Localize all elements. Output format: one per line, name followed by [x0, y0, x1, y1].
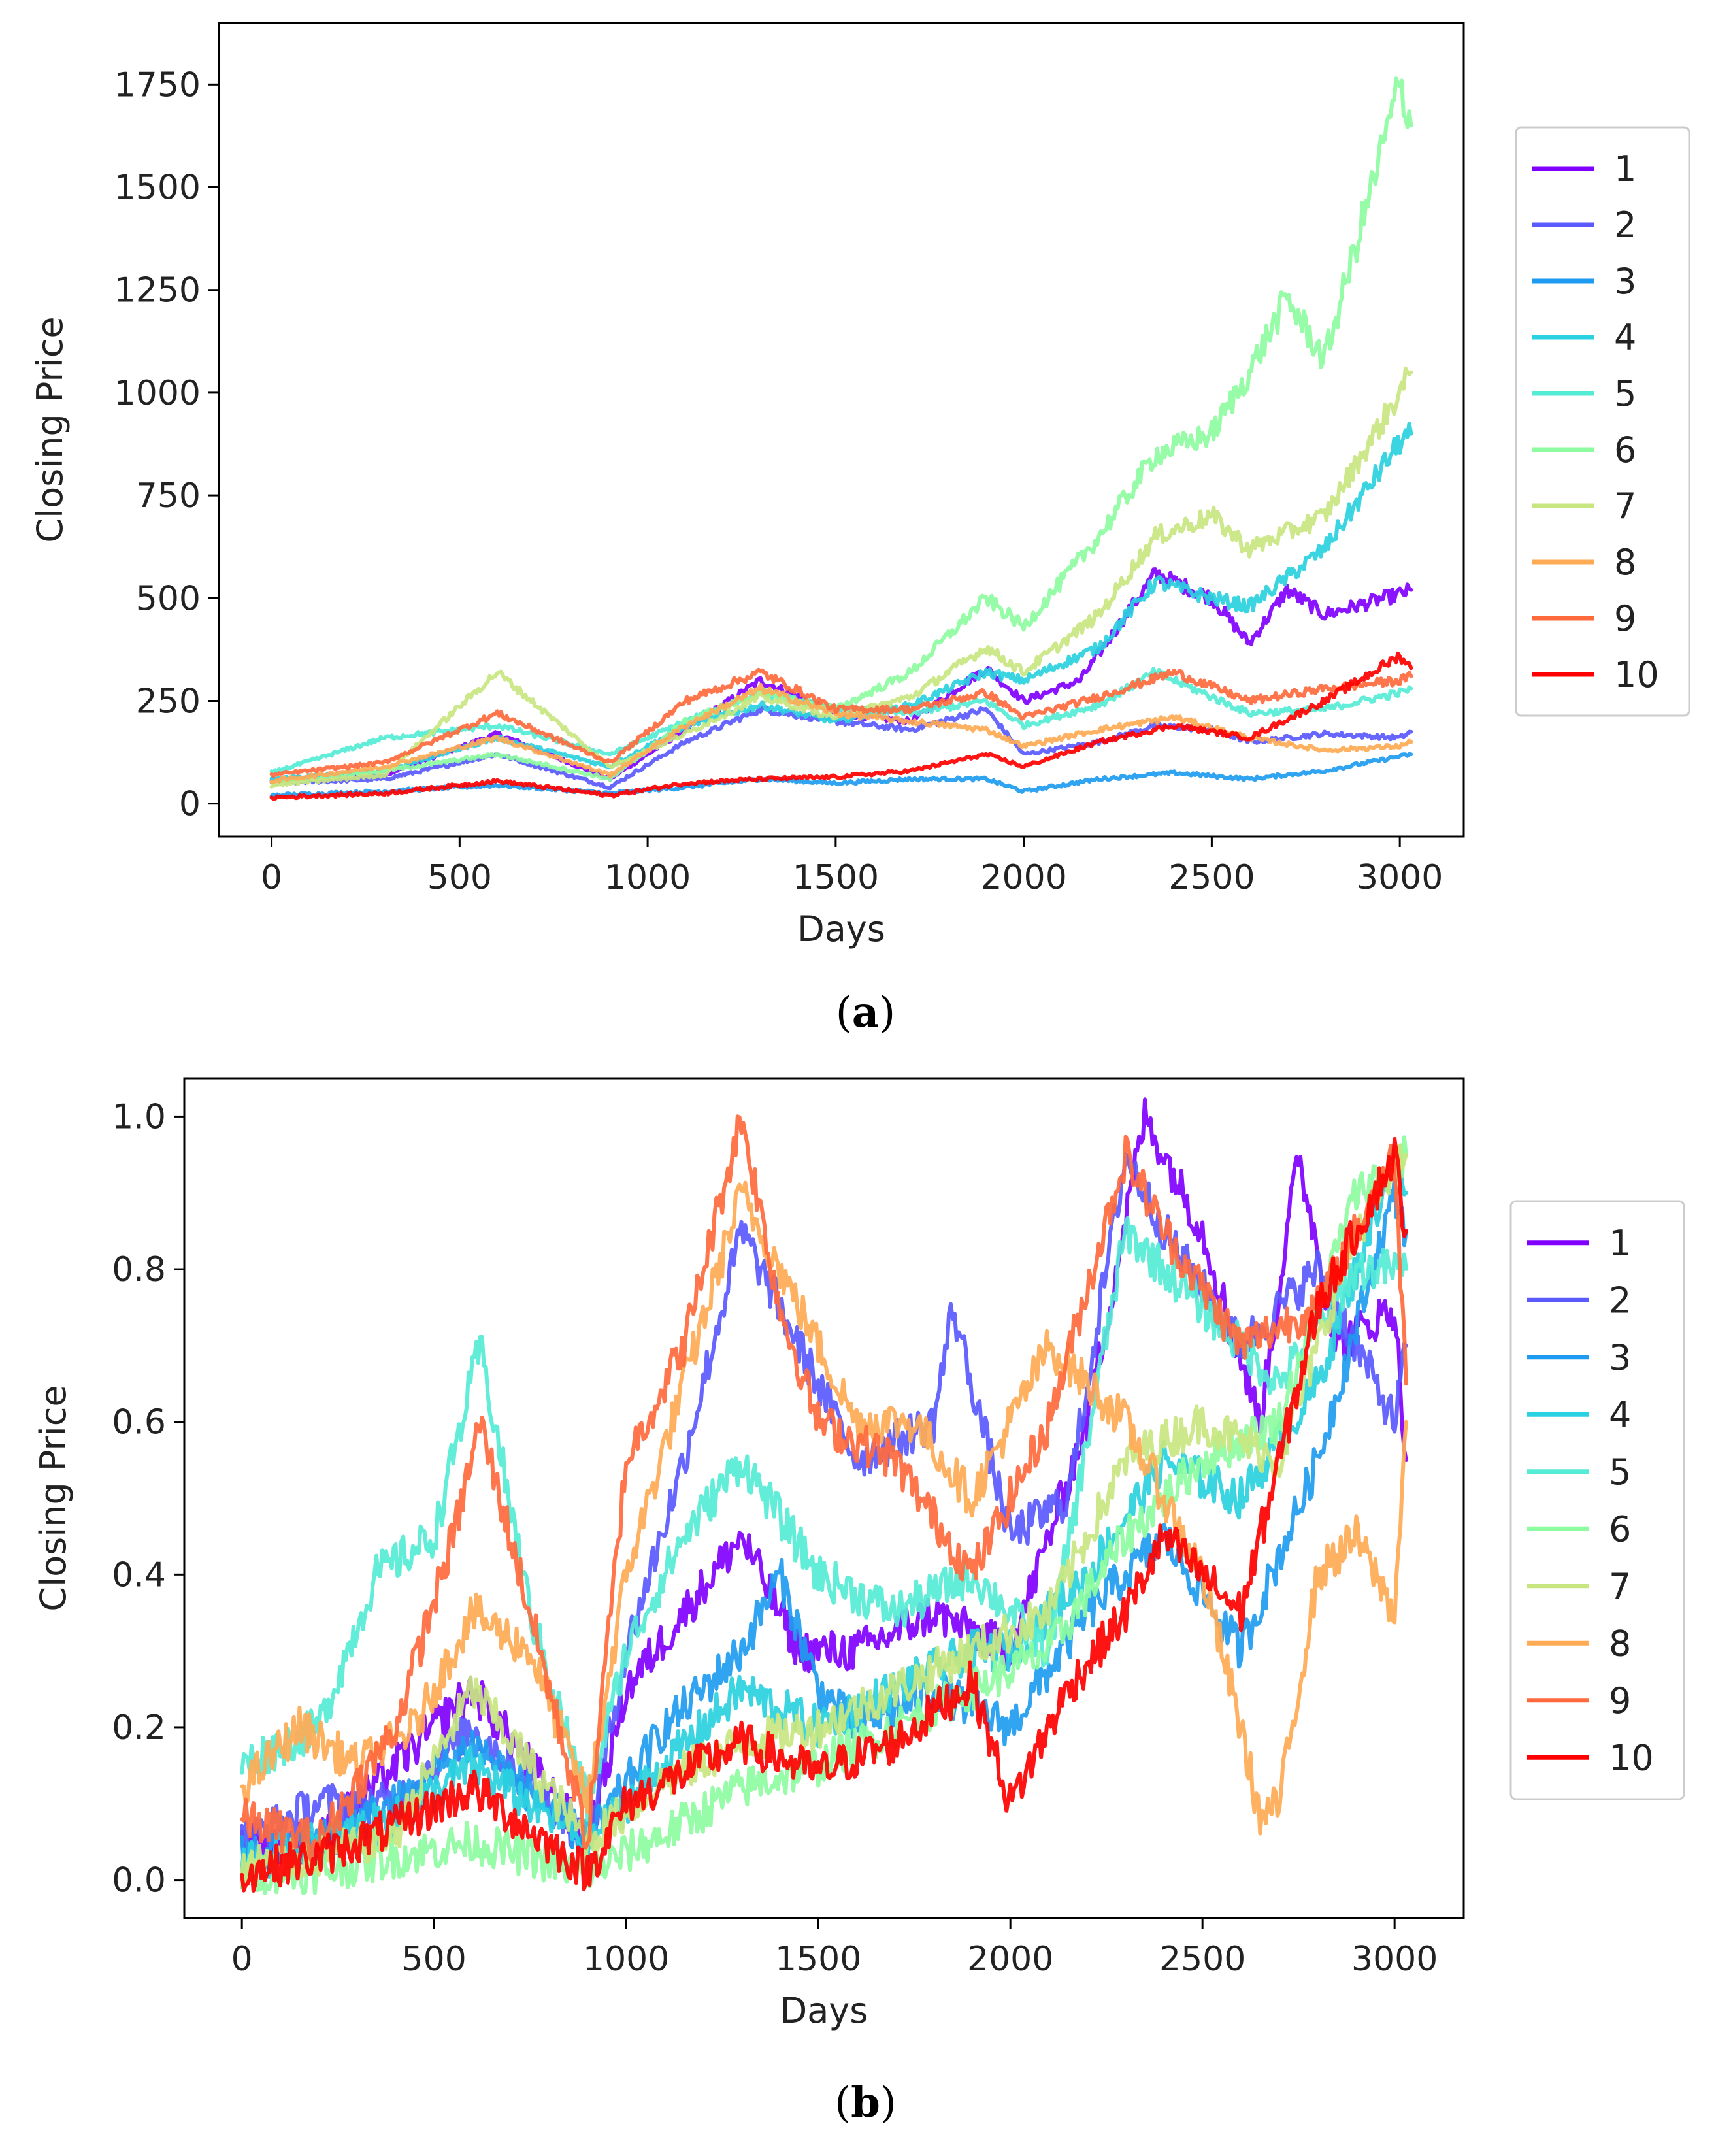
- plot-frame: [218, 22, 1465, 838]
- x-tick-label: 500: [427, 858, 492, 897]
- legend-label-9: 9: [1609, 1680, 1631, 1721]
- series-line-3: [269, 752, 1413, 799]
- y-tick-label: 1500: [114, 169, 201, 208]
- legend-label-7: 7: [1614, 486, 1636, 527]
- x-axis-label: Days: [797, 908, 885, 950]
- caption-b: (b): [834, 2078, 897, 2127]
- legend-label-1: 1: [1609, 1223, 1631, 1264]
- x-tick-label: 1500: [775, 1940, 861, 1979]
- legend-label-4: 4: [1609, 1394, 1631, 1435]
- y-tick-label: 1250: [114, 271, 201, 310]
- chart-a: 0 500 1000 1500 2000 2500 30000250500750100012…: [29, 22, 1690, 950]
- legend-label-3: 3: [1609, 1337, 1631, 1378]
- x-tick-label: 500: [402, 1940, 467, 1979]
- x-axis-label: Days: [780, 1990, 868, 2031]
- series-line-6: [240, 1135, 1408, 1895]
- series-line-9: [240, 1114, 1408, 1863]
- x-tick-label: 1500: [793, 858, 879, 897]
- series-group: [240, 1097, 1408, 1895]
- y-tick-label: 1750: [114, 65, 201, 105]
- legend-label-5: 5: [1614, 373, 1636, 414]
- y-axis-label: Closing Price: [29, 316, 71, 542]
- x-tick-label: 2000: [967, 1940, 1053, 1979]
- legend-label-10: 10: [1609, 1737, 1654, 1778]
- series-line-1: [240, 1097, 1408, 1865]
- legend: 1 2 3 4 5 6 7 8 9 10: [1509, 1200, 1685, 1800]
- x-tick-label: 3000: [1357, 858, 1443, 897]
- series-line-6: [269, 76, 1413, 786]
- series-line-9: [269, 667, 1413, 778]
- legend-label-3: 3: [1614, 261, 1636, 302]
- y-tick-label: 0.0: [112, 1861, 166, 1900]
- legend-label-10: 10: [1614, 654, 1659, 695]
- legend-label-2: 2: [1614, 205, 1636, 246]
- x-tick-label: 0: [261, 858, 282, 897]
- y-tick-label: 0: [179, 785, 201, 824]
- chart-b: 0 500 1000 1500 2000 2500 3000 0.0 0.2 0.4 0.6 0.8 1…: [33, 1077, 1685, 2031]
- series-line-8: [240, 1180, 1408, 1836]
- y-tick-label: 750: [136, 476, 201, 516]
- y-tick-label: 0.4: [112, 1555, 166, 1595]
- x-tick-label: 3000: [1351, 1940, 1438, 1979]
- legend-box: [1515, 126, 1690, 717]
- y-tick-label: 500: [136, 579, 201, 618]
- series-line-4: [269, 422, 1413, 782]
- series-line-10: [269, 651, 1413, 801]
- caption-b-letter: b: [851, 2078, 880, 2127]
- legend: 1 2 3 4 5 6 7 8 9 10: [1515, 126, 1690, 717]
- series-line-8: [269, 682, 1413, 784]
- legend-label-4: 4: [1614, 317, 1636, 358]
- series-line-5: [240, 1216, 1408, 1822]
- y-tick-label: 0.6: [112, 1403, 166, 1442]
- legend-label-7: 7: [1609, 1566, 1631, 1607]
- plot-frame: [183, 1077, 1465, 1919]
- legend-label-5: 5: [1609, 1451, 1631, 1493]
- x-tick-label: 2000: [980, 858, 1066, 897]
- y-tick-label: 1000: [114, 374, 201, 413]
- series-line-4: [240, 1144, 1408, 1881]
- legend-label-1: 1: [1614, 148, 1636, 190]
- caption-a-letter: a: [851, 988, 880, 1037]
- series-line-7: [240, 1143, 1408, 1882]
- x-tick-label: 1000: [604, 858, 691, 897]
- y-tick-label: 0.8: [112, 1250, 166, 1289]
- x-tick-label: 1000: [583, 1940, 669, 1979]
- x-tick-label: 0: [231, 1940, 253, 1979]
- y-tick-label: 1.0: [112, 1097, 166, 1136]
- y-tick-label: 250: [136, 682, 201, 721]
- legend-label-9: 9: [1614, 598, 1636, 639]
- legend-label-6: 6: [1614, 429, 1636, 471]
- series-line-10: [240, 1136, 1408, 1893]
- legend-label-6: 6: [1609, 1508, 1631, 1550]
- legend-label-8: 8: [1609, 1623, 1631, 1664]
- legend-label-8: 8: [1614, 542, 1636, 583]
- x-tick-label: 2500: [1159, 1940, 1245, 1979]
- y-axis-label: Closing Price: [33, 1385, 74, 1611]
- caption-a: (a): [835, 988, 896, 1037]
- series-line-5: [269, 667, 1413, 774]
- x-tick-label: 2500: [1168, 858, 1255, 897]
- legend-box: [1509, 1200, 1685, 1800]
- series-group: [269, 76, 1413, 801]
- y-tick-label: 0.2: [112, 1708, 166, 1748]
- legend-label-2: 2: [1609, 1280, 1631, 1321]
